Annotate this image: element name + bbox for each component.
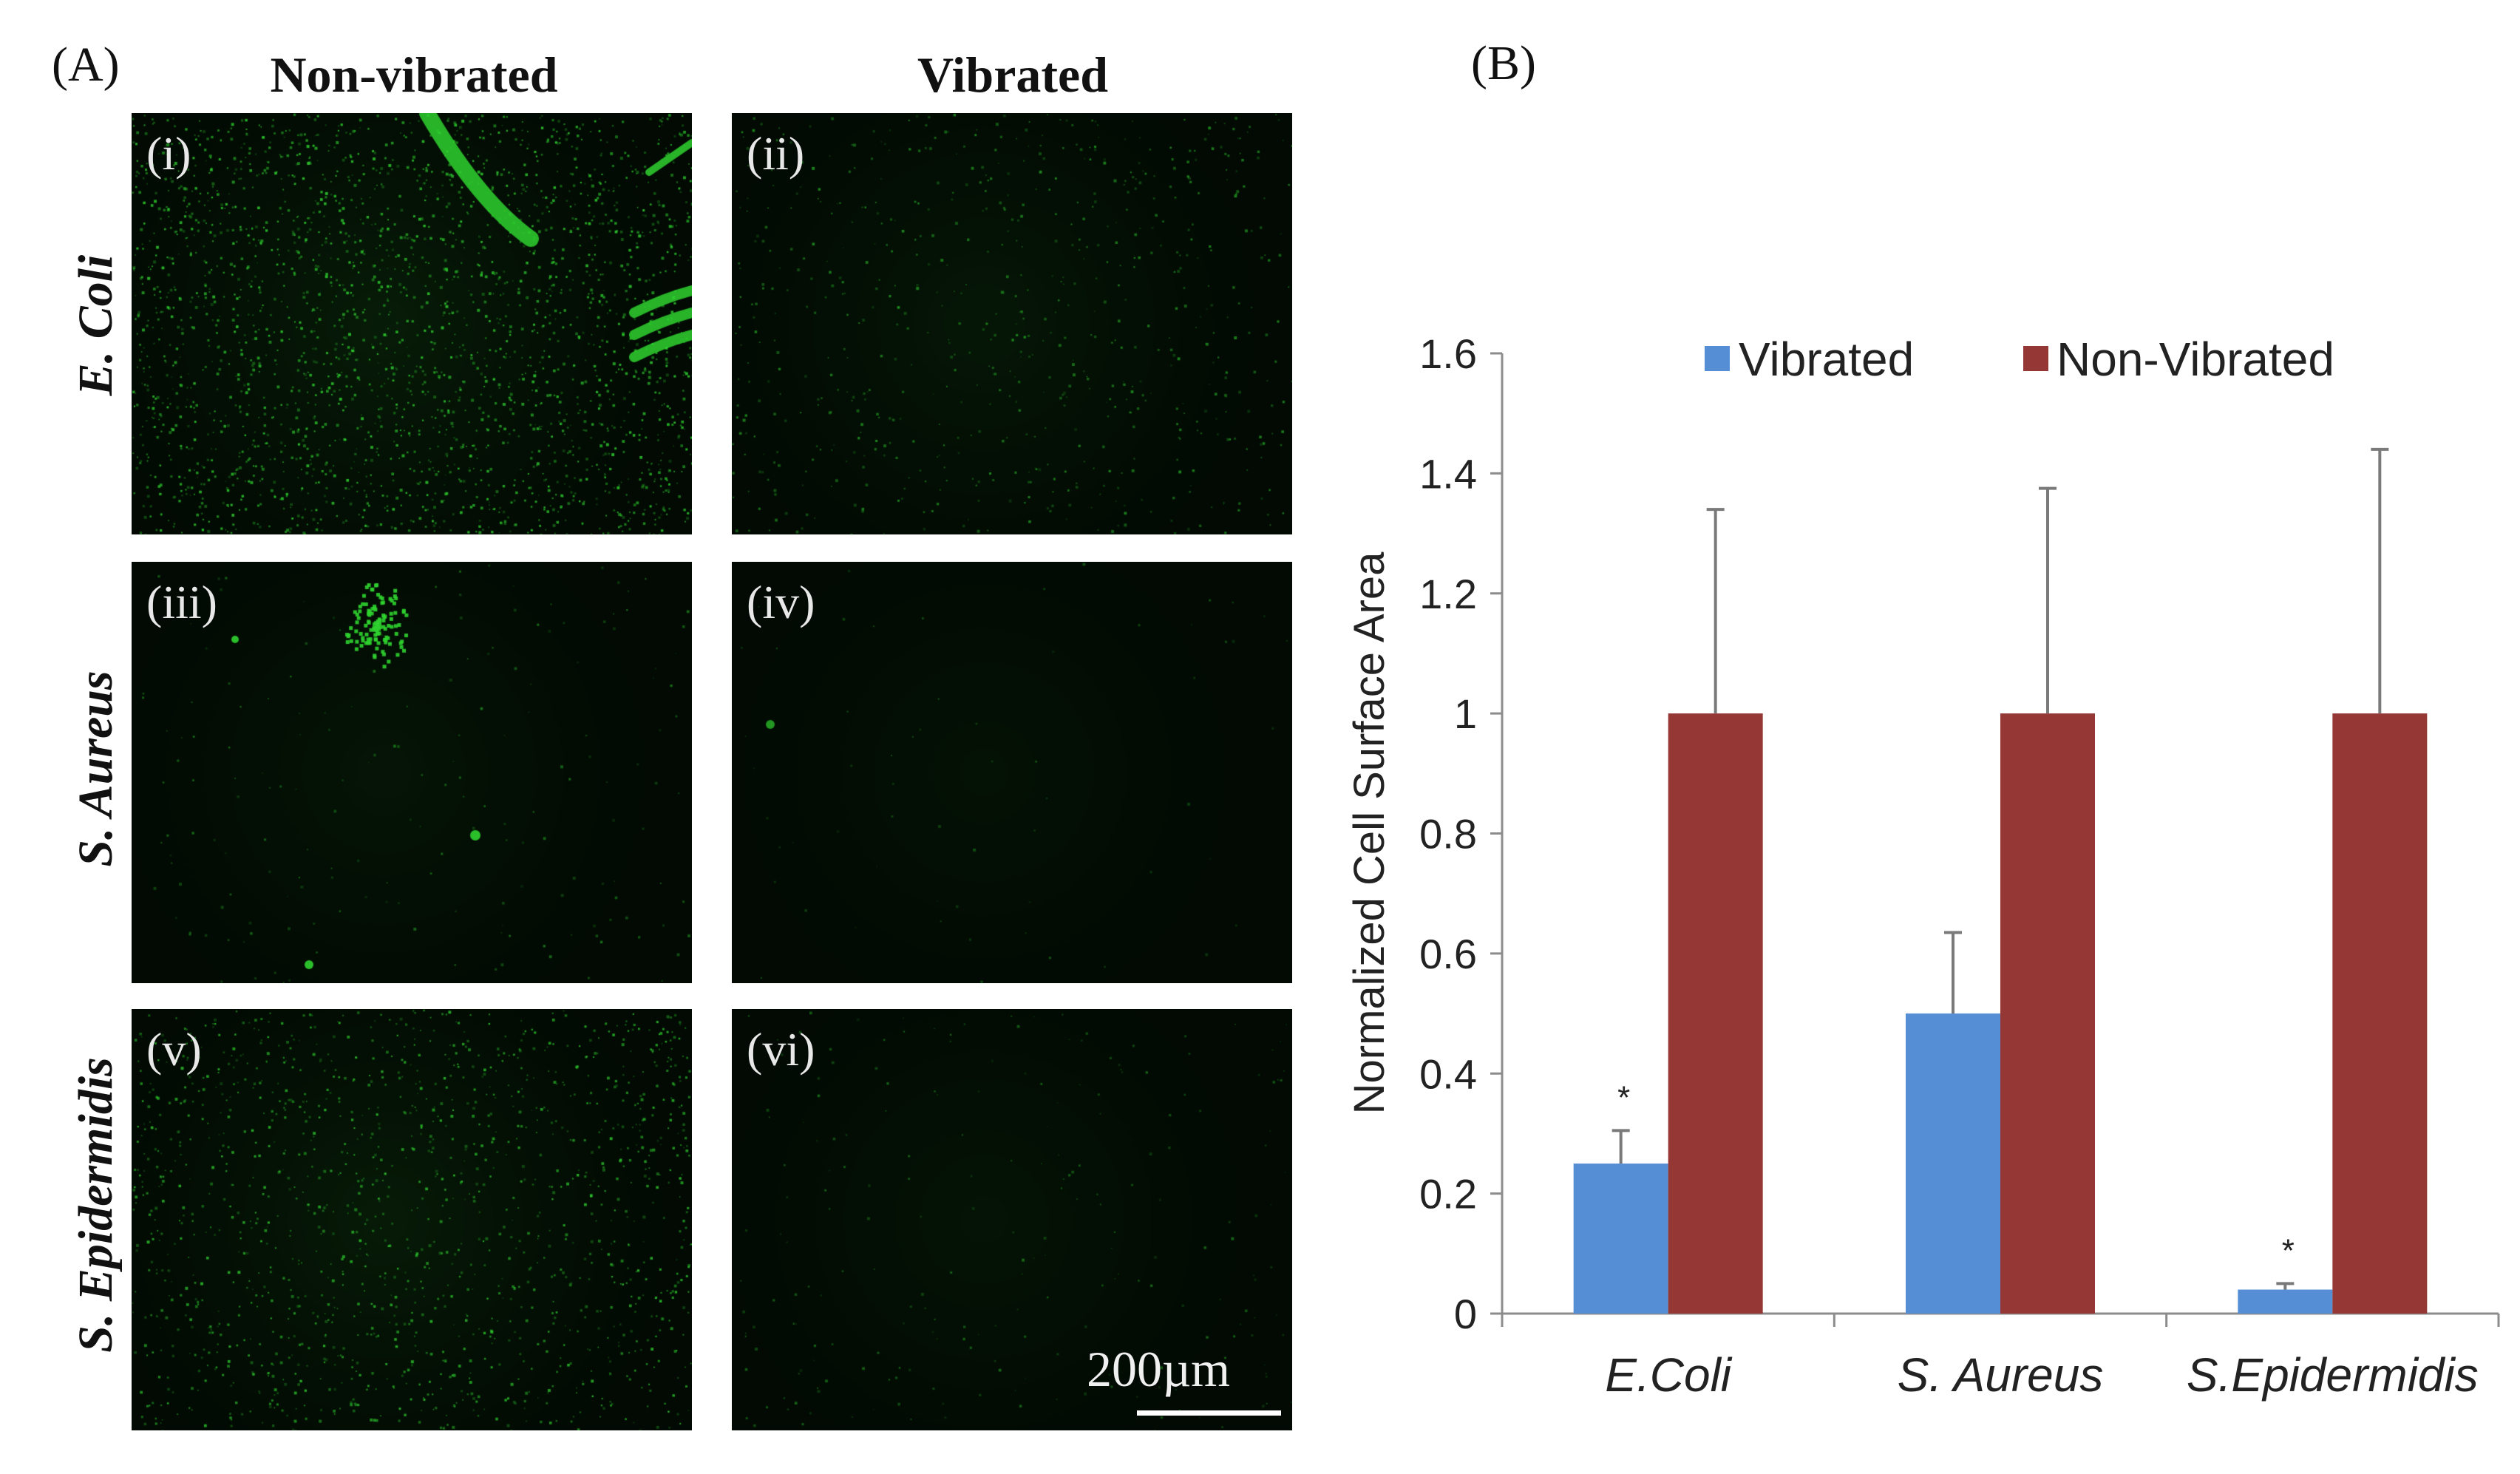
significance-marker: *: [2282, 1232, 2295, 1268]
bar-vibrated-1: [1573, 1164, 1668, 1314]
panel-tag: (ii): [747, 127, 805, 180]
y-tick-label: 1: [1454, 690, 1477, 737]
micrograph-s-aureus-vibrated: (iv): [732, 562, 1292, 983]
y-tick-label: 0: [1454, 1291, 1477, 1337]
legend-swatch-vibrated: [1705, 346, 1730, 371]
bar-vibrated-2: [1906, 1013, 2000, 1314]
bar-vibrated-3: [2238, 1289, 2333, 1314]
bar-non-vibrated-3: [2332, 713, 2428, 1314]
y-axis-title: Normalized Cell Surface Area: [1345, 551, 1393, 1115]
x-category-label: S.Epidermidis: [2187, 1348, 2479, 1402]
y-tick-label: 0.4: [1419, 1050, 1477, 1097]
y-tick-label: 0.2: [1419, 1171, 1477, 1217]
panel-b-label: (B): [1471, 36, 1536, 90]
y-tick-label: 0.6: [1419, 931, 1477, 977]
micrograph-s-epidermidis-non-vibrated: (v): [132, 1009, 692, 1430]
y-tick-label: 1.2: [1419, 571, 1477, 617]
bar-non-vibrated-1: [1668, 713, 1763, 1314]
micrograph-e-coli-non-vibrated: (i): [132, 113, 692, 534]
micrograph-s-epidermidis-vibrated: (vi) 200µm: [732, 1009, 1292, 1430]
y-tick-label: 0.8: [1419, 811, 1477, 857]
legend-swatch-non-vibrated: [2023, 346, 2048, 371]
y-tick-label: 1.4: [1419, 450, 1477, 497]
panel-tag: (iii): [146, 576, 217, 628]
bar-non-vibrated-2: [2000, 713, 2095, 1314]
x-category-label: S. Aureus: [1898, 1348, 2104, 1402]
y-tick-label: 1.6: [1419, 330, 1477, 377]
panel-tag: (v): [146, 1023, 202, 1076]
micrograph-s-aureus-non-vibrated: (iii): [132, 562, 692, 983]
significance-marker: *: [1617, 1079, 1630, 1115]
legend-label-non-vibrated: Non-Vibrated: [2057, 333, 2334, 386]
panel-tag: (i): [146, 127, 191, 180]
column-header-non-vibrated: Non-vibrated: [270, 47, 558, 103]
panel-tag: (vi): [747, 1023, 815, 1076]
panel-tag: (iv): [747, 576, 815, 628]
scale-bar-label: 200µm: [1087, 1341, 1231, 1397]
scale-bar: [1137, 1410, 1281, 1416]
panel-a-label: (A): [52, 38, 120, 92]
x-category-label: E.Coli: [1605, 1348, 1733, 1402]
legend-label-vibrated: Vibrated: [1739, 333, 1914, 386]
column-header-vibrated: Vibrated: [917, 47, 1109, 103]
micrograph-e-coli-vibrated: (ii): [732, 113, 1292, 534]
